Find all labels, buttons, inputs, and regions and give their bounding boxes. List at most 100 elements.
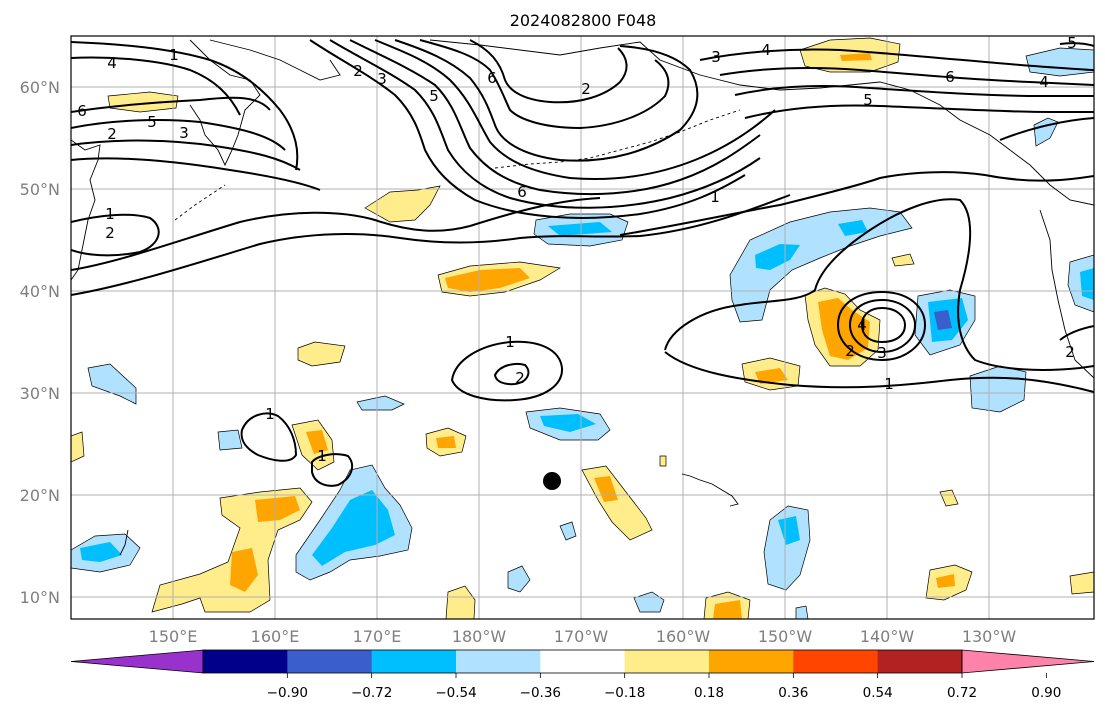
gridlines bbox=[71, 36, 1094, 619]
colorbar-segment bbox=[371, 650, 457, 673]
figure-title: 2024082800 F048 bbox=[510, 11, 657, 30]
lat-label: 30°N bbox=[20, 384, 60, 403]
negative-region bbox=[87, 363, 137, 405]
positive-core bbox=[936, 574, 955, 588]
colorbar-ticks: −0.90 −0.72 −0.54 −0.36 −0.18 0.18 0.36 0.54 0.7… bbox=[267, 673, 1061, 701]
positive-region bbox=[445, 585, 476, 619]
contour-line bbox=[860, 306, 907, 344]
contour-line bbox=[419, 39, 670, 130]
positive-core bbox=[255, 496, 300, 522]
positive-core bbox=[840, 53, 872, 61]
contour-label: 5 bbox=[863, 91, 873, 109]
contour-label: 1 bbox=[710, 188, 720, 206]
colorbar-frame bbox=[202, 649, 963, 674]
contour-line bbox=[744, 104, 1094, 119]
colorbar-extend-high bbox=[961, 649, 1095, 674]
contour-label: 1 bbox=[265, 405, 275, 423]
colorbar-tick-label: 0.36 bbox=[778, 685, 808, 701]
contour-label: 1 bbox=[505, 333, 515, 351]
contour-line bbox=[71, 119, 286, 151]
longitude-labels: 150°E 160°E 170°E 180°W 170°W 160°W 150°… bbox=[149, 627, 1017, 646]
contour-line bbox=[71, 197, 601, 271]
positive-region bbox=[297, 341, 346, 367]
contour-line bbox=[719, 66, 1094, 86]
negative-region bbox=[795, 605, 809, 619]
lon-label: 170°W bbox=[554, 627, 609, 646]
coastline-mariana bbox=[119, 529, 129, 556]
contour-line bbox=[374, 39, 776, 181]
lon-label: 150°W bbox=[758, 627, 813, 646]
negative-core bbox=[312, 490, 395, 566]
contour-line bbox=[311, 453, 354, 487]
negative-core bbox=[755, 244, 800, 270]
colorbar-tick-label: −0.18 bbox=[604, 685, 645, 701]
contour-label: 5 bbox=[147, 113, 157, 131]
lon-label: 170°E bbox=[353, 627, 402, 646]
negative-core bbox=[1080, 268, 1094, 300]
colorbar-segment bbox=[287, 650, 373, 673]
positive-core bbox=[445, 268, 530, 292]
colorbar-tick-label: −0.54 bbox=[435, 685, 476, 701]
contour-line bbox=[71, 56, 241, 116]
colorbar-tick-label: 0.18 bbox=[694, 685, 724, 701]
positive-core bbox=[436, 436, 456, 448]
positive-core bbox=[755, 368, 788, 384]
positive-core bbox=[306, 430, 328, 454]
negative-core bbox=[934, 310, 952, 330]
lon-label: 150°E bbox=[149, 627, 198, 646]
positive-region bbox=[1069, 571, 1094, 595]
negative-region bbox=[217, 429, 243, 451]
contour-label: 6 bbox=[945, 68, 955, 86]
positive-region bbox=[364, 185, 441, 223]
contour-label: 2 bbox=[515, 369, 525, 387]
contour-line bbox=[71, 194, 791, 296]
coastline-asia bbox=[71, 139, 101, 281]
positive-region bbox=[659, 455, 667, 467]
contour-line bbox=[664, 351, 1094, 393]
contour-label: 2 bbox=[581, 80, 591, 98]
positive-region bbox=[891, 253, 915, 267]
contour-line bbox=[71, 157, 321, 191]
contour-line bbox=[469, 39, 628, 104]
aleutian-chain bbox=[494, 109, 741, 169]
contour-line bbox=[240, 412, 298, 462]
contour-label: 3 bbox=[711, 48, 721, 66]
contour-label: 1 bbox=[317, 447, 327, 465]
storm-position-dot bbox=[543, 472, 561, 490]
contour-line bbox=[309, 39, 746, 219]
negative-core bbox=[80, 542, 122, 562]
contour-label: 4 bbox=[761, 41, 771, 59]
contour-line bbox=[71, 213, 160, 257]
latitude-labels: 60°N 50°N 40°N 30°N 20°N 10°N bbox=[20, 78, 60, 607]
lat-label: 60°N bbox=[20, 78, 60, 97]
contour-label: 2 bbox=[845, 342, 855, 360]
contour-label: 2 bbox=[107, 125, 117, 143]
contour-label: 5 bbox=[1067, 34, 1077, 52]
contour-label: 6 bbox=[77, 102, 87, 120]
contour-label: 1 bbox=[105, 205, 115, 223]
positive-core bbox=[818, 298, 870, 360]
contour-label: 2 bbox=[1065, 343, 1075, 361]
contour-line bbox=[493, 362, 530, 386]
contour-label: 3 bbox=[877, 344, 887, 362]
map-panel: 1 4 6 5 3 2 1 2 2 3 5 6 2 6 3 4 6 5 4 5 bbox=[70, 34, 1095, 620]
contour-label: 2 bbox=[353, 62, 363, 80]
negative-core bbox=[540, 414, 596, 432]
colorbar-tick-label: 0.54 bbox=[863, 685, 893, 701]
contour-line bbox=[450, 340, 564, 402]
contour-label: 6 bbox=[517, 183, 527, 201]
contours bbox=[71, 39, 1094, 487]
lat-label: 20°N bbox=[20, 486, 60, 505]
colorbar-tick-label: 0.90 bbox=[1031, 685, 1061, 701]
lon-label: 160°E bbox=[251, 627, 300, 646]
contour-line bbox=[71, 41, 299, 171]
negative-core bbox=[838, 220, 868, 236]
contour-line bbox=[71, 139, 301, 171]
contour-labels: 1 4 6 5 3 2 1 2 2 3 5 6 2 6 3 4 6 5 4 5 bbox=[77, 34, 1077, 465]
colorbar-segment bbox=[793, 650, 879, 673]
positive-core bbox=[230, 548, 258, 592]
contour-label: 2 bbox=[105, 224, 115, 242]
contour-line bbox=[394, 39, 699, 162]
contour-label: 6 bbox=[487, 69, 497, 87]
colorbar-segment bbox=[624, 650, 710, 673]
